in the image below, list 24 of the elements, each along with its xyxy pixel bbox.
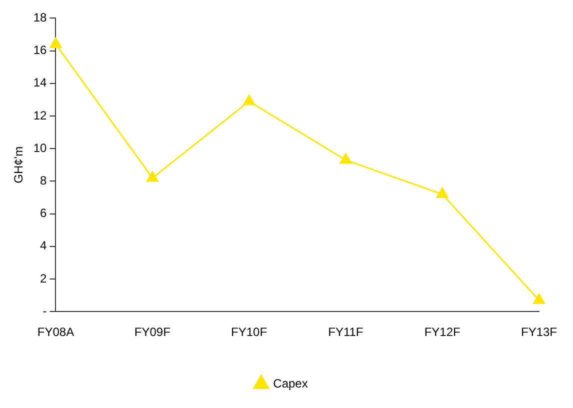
legend-label: Capex	[273, 376, 308, 390]
y-tick-label: 16	[33, 43, 48, 58]
y-tick-label: 14	[33, 76, 48, 90]
y-tick-label: -	[42, 304, 47, 318]
y-tick-label: 12	[33, 108, 48, 122]
y-tick-label: 10	[33, 140, 48, 155]
point	[436, 187, 448, 198]
x-tick-label: FY08A	[37, 325, 74, 340]
x-tick-label: FY09F	[134, 325, 170, 340]
x-tick-label: FY10F	[231, 325, 268, 340]
point	[340, 153, 352, 164]
point	[50, 38, 62, 48]
y-tick-label: 2	[40, 271, 48, 286]
y-axis-title: GH¢'m	[12, 146, 26, 184]
x-tick-label: FY13F	[520, 325, 557, 340]
y-tick-label: 18	[33, 10, 48, 25]
point	[533, 293, 545, 304]
x-tick-label: FY12F	[424, 325, 460, 340]
point	[243, 94, 255, 106]
y-tick-label: 6	[40, 206, 48, 220]
y-tick-label: 8	[40, 174, 48, 188]
y-tick-label: 4	[40, 238, 48, 253]
x-tick-label: FY11F	[328, 325, 364, 340]
point	[146, 171, 158, 182]
